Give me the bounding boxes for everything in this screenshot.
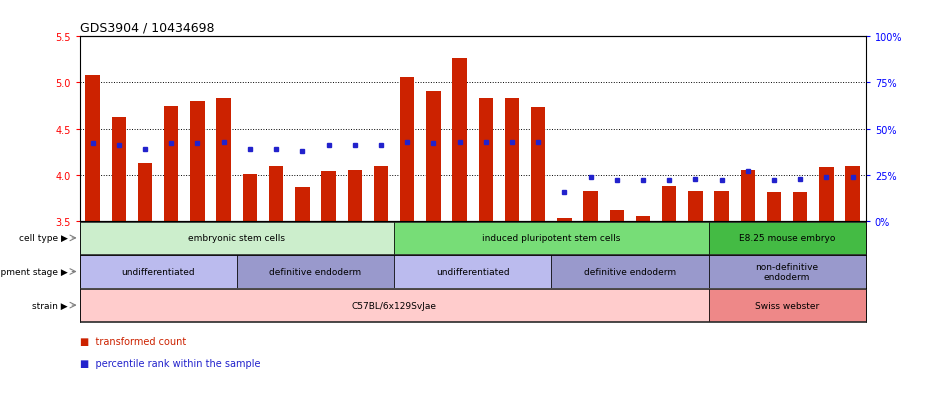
Bar (709, 256, 866, 288)
Bar (373, 166, 388, 221)
Bar (531, 108, 546, 221)
Text: definitive endoderm: definitive endoderm (270, 267, 361, 276)
Bar (609, 211, 624, 221)
Bar (80, 222, 394, 254)
Bar (321, 172, 336, 221)
Bar (636, 217, 651, 221)
Text: ■  transformed count: ■ transformed count (80, 336, 186, 346)
Text: C57BL/6x129SvJae: C57BL/6x129SvJae (352, 301, 436, 310)
Bar (426, 92, 441, 221)
Text: non-definitive
endoderm: non-definitive endoderm (755, 262, 819, 282)
Bar (793, 192, 808, 221)
Text: Swiss webster: Swiss webster (755, 301, 819, 310)
Text: undifferentiated: undifferentiated (122, 267, 195, 276)
Bar (111, 117, 126, 221)
Bar (845, 166, 860, 221)
Bar (709, 289, 866, 321)
Bar (709, 222, 866, 254)
Text: cell type ▶: cell type ▶ (19, 234, 67, 243)
Text: induced pluripotent stem cells: induced pluripotent stem cells (482, 234, 621, 243)
Bar (242, 175, 257, 221)
Bar (394, 256, 551, 288)
Bar (394, 222, 709, 254)
Bar (216, 99, 231, 221)
Bar (452, 58, 467, 221)
Text: development stage ▶: development stage ▶ (0, 267, 67, 276)
Bar (400, 78, 415, 221)
Text: GDS3904 / 10434698: GDS3904 / 10434698 (80, 21, 214, 35)
Bar (688, 191, 703, 221)
Text: definitive endoderm: definitive endoderm (584, 267, 676, 276)
Text: undifferentiated: undifferentiated (436, 267, 509, 276)
Bar (347, 171, 362, 221)
Text: E8.25 mouse embryo: E8.25 mouse embryo (739, 234, 835, 243)
Bar (295, 188, 310, 221)
Bar (80, 256, 237, 288)
Bar (164, 106, 179, 221)
Bar (662, 187, 677, 221)
Bar (714, 191, 729, 221)
Bar (551, 256, 709, 288)
Bar (557, 219, 572, 221)
Text: strain ▶: strain ▶ (32, 301, 67, 310)
Bar (767, 192, 782, 221)
Bar (478, 99, 493, 221)
Bar (237, 256, 394, 288)
Bar (138, 164, 153, 221)
Text: embryonic stem cells: embryonic stem cells (188, 234, 285, 243)
Bar (85, 76, 100, 221)
Bar (80, 289, 709, 321)
Bar (583, 191, 598, 221)
Bar (190, 102, 205, 221)
Bar (740, 171, 755, 221)
Bar (269, 166, 284, 221)
Bar (505, 99, 519, 221)
Bar (819, 168, 834, 221)
Text: ■  percentile rank within the sample: ■ percentile rank within the sample (80, 358, 260, 368)
